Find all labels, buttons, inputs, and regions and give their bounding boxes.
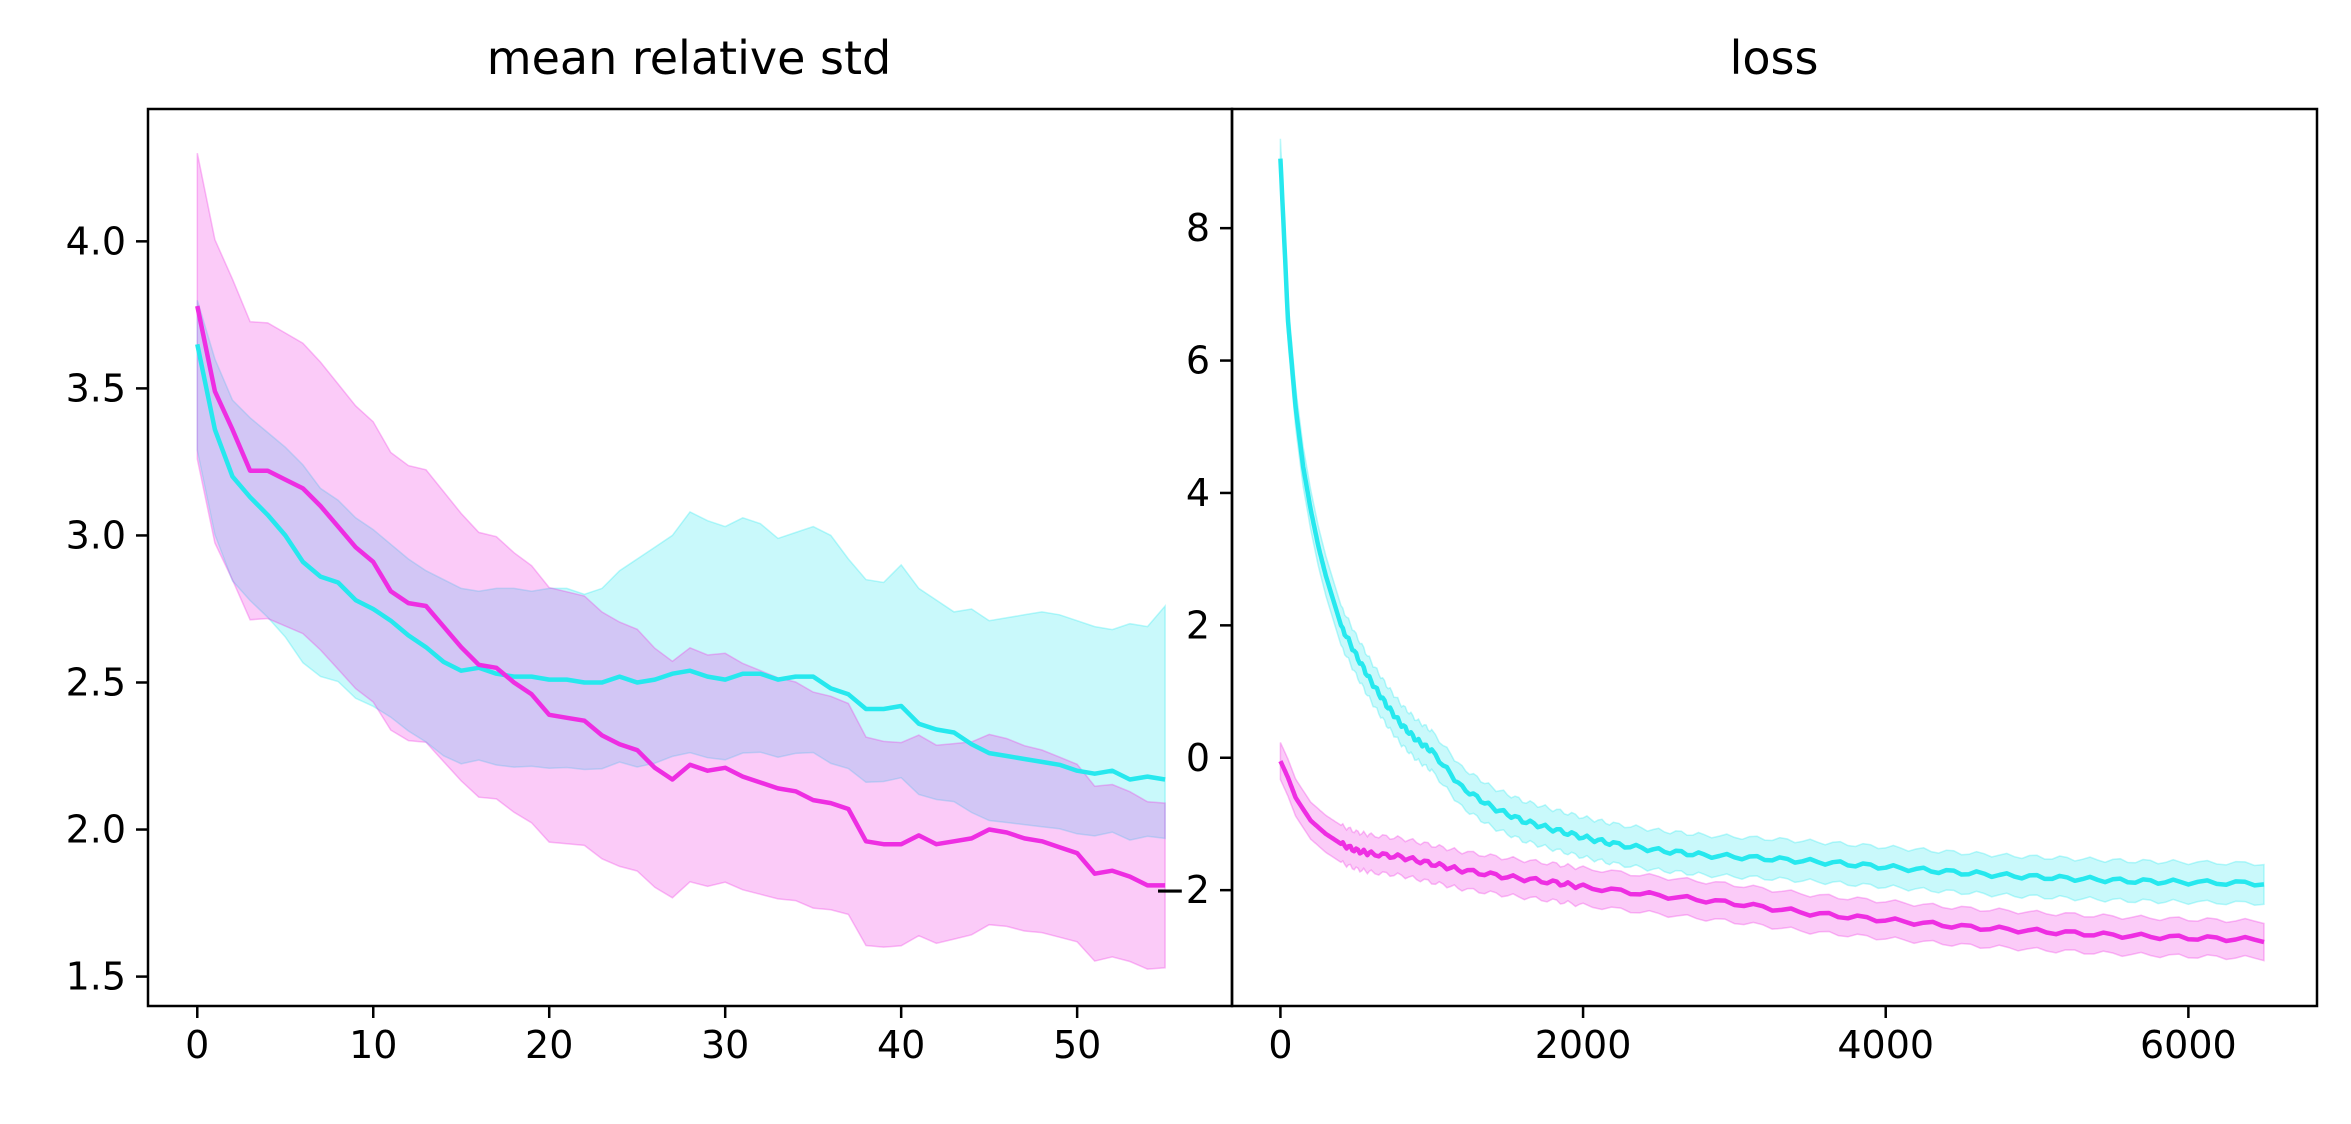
cyan-std-line xyxy=(195,343,1166,782)
mean-relative-std-y-tick-label: 4.0 xyxy=(66,219,126,263)
magenta-std-band xyxy=(196,152,1166,970)
loss-x-tick-label: 0 xyxy=(1268,1023,1292,1067)
magenta-std-line xyxy=(195,305,1166,888)
mean-relative-std-y-tick-label: 3.5 xyxy=(66,366,126,410)
mean-relative-std-x-tick-label: 10 xyxy=(349,1023,397,1067)
loss-panel: loss 0 2000 4000 6000 −2 0 2 4 6 8 xyxy=(1154,31,2319,1067)
loss-y-tick-label: 2 xyxy=(1186,603,1210,647)
mean-relative-std-y-ticks: 1.5 2.0 2.5 3.0 3.5 4.0 xyxy=(66,219,148,999)
loss-x-tick-label: 2000 xyxy=(1535,1023,1632,1067)
loss-x-tick-label: 6000 xyxy=(2140,1023,2237,1067)
loss-title: loss xyxy=(1730,31,1819,85)
mean-relative-std-y-tick-label: 2.0 xyxy=(66,808,126,852)
loss-x-ticks: 0 2000 4000 6000 xyxy=(1268,1006,2237,1067)
mean-relative-std-x-tick-label: 50 xyxy=(1053,1023,1101,1067)
mean-relative-std-panel: mean relative std 0 10 20 30 40 50 1.52.02.53… xyxy=(66,31,1234,1067)
magenta-loss-line xyxy=(1278,760,2265,945)
loss-y-tick-label: 0 xyxy=(1186,736,1210,780)
loss-plot-area xyxy=(1278,138,2265,962)
mean-relative-std-y-tick-label: 1.5 xyxy=(66,955,126,999)
loss-axes-frame xyxy=(1230,107,2319,1008)
mean-relative-std-x-tick-label: 20 xyxy=(525,1023,573,1067)
mean-relative-std-y-tick-label: 3.0 xyxy=(66,513,126,557)
mean-relative-std-x-ticks: 0 10 20 30 40 50 xyxy=(185,1006,1101,1067)
mean-relative-std-plot-area xyxy=(195,152,1166,970)
mean-relative-std-x-tick-label: 30 xyxy=(701,1023,749,1067)
loss-y-tick-label: −2 xyxy=(1154,868,1210,912)
cyan-loss-band xyxy=(1279,138,2265,906)
loss-y-tick-label: 8 xyxy=(1186,206,1210,250)
mean-relative-std-x-tick-label: 40 xyxy=(877,1023,925,1067)
cyan-std-band xyxy=(196,299,1166,841)
mean-relative-std-x-tick-label: 0 xyxy=(185,1023,209,1067)
mean-relative-std-y-tick-label: 2.5 xyxy=(66,660,126,704)
loss-y-tick-label: 6 xyxy=(1186,339,1210,383)
loss-y-ticks: −2 0 2 4 6 8 xyxy=(1154,206,1232,912)
cyan-loss-line xyxy=(1278,158,2265,888)
loss-y-tick-label: 4 xyxy=(1186,471,1210,515)
loss-x-tick-label: 4000 xyxy=(1837,1023,1934,1067)
mean-relative-std-title: mean relative std xyxy=(487,31,891,85)
